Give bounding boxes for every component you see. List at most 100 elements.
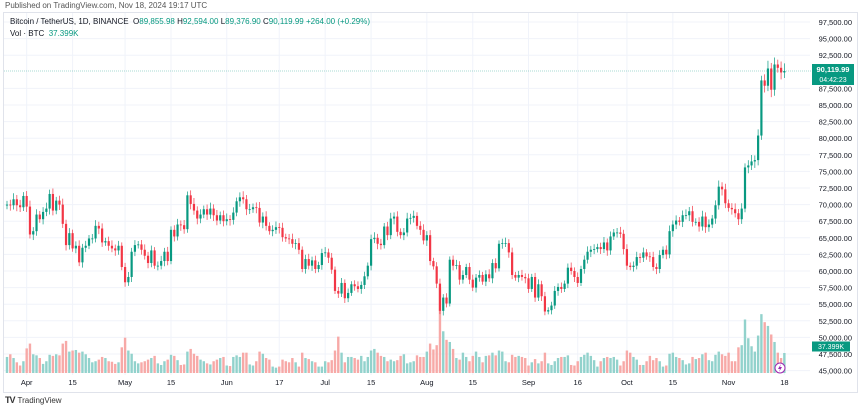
volume-bar <box>688 363 691 373</box>
brand-name: TradingView <box>17 395 62 405</box>
volume-bar <box>15 362 19 373</box>
volume-bar <box>520 356 524 373</box>
volume-bar <box>707 360 711 373</box>
volume-bar <box>9 354 12 373</box>
candle-body <box>255 207 258 209</box>
volume-bar <box>737 347 740 373</box>
candle-body <box>445 297 448 304</box>
volume-bar <box>711 361 714 373</box>
tradingview-logo-icon: TV <box>5 395 15 405</box>
volume-bar <box>45 361 48 373</box>
candle-body <box>307 259 310 266</box>
candle-body <box>353 284 356 287</box>
candle-body <box>511 252 514 275</box>
candle-body <box>225 219 228 222</box>
candle-body <box>189 195 192 204</box>
candle-body <box>186 195 189 230</box>
volume-bar <box>294 362 297 373</box>
volume-bar <box>533 359 537 373</box>
candle-body <box>638 257 642 258</box>
volume-bar <box>501 351 504 373</box>
candles <box>5 57 786 316</box>
chart-panel[interactable] <box>3 12 858 393</box>
volume-bar <box>271 366 274 373</box>
candle-body <box>363 276 366 285</box>
volume-bar <box>228 366 232 373</box>
volume-bar <box>356 359 360 373</box>
candle-body <box>343 282 346 299</box>
price-tick-label: 57,500.00 <box>819 284 852 293</box>
volume-bar <box>264 358 268 373</box>
candle-body <box>91 238 94 240</box>
price-tick-label: 55,000.00 <box>819 300 852 309</box>
volume-bar <box>274 367 278 373</box>
candle-body <box>694 221 697 223</box>
candle-body <box>317 265 320 270</box>
candle-body <box>481 274 484 282</box>
volume-bar <box>235 355 238 373</box>
volume-bar <box>491 352 494 373</box>
volume-bar <box>55 354 58 373</box>
candle-body <box>760 80 763 136</box>
price-tick-label: 52,500.00 <box>819 317 852 326</box>
volume-bar <box>674 356 678 373</box>
volume-bar <box>425 351 429 373</box>
volume-bar <box>202 361 205 373</box>
last-price: 90,119.99 <box>817 65 850 74</box>
candle-body <box>294 243 297 244</box>
volume-bar <box>196 355 199 373</box>
volume-bar <box>432 349 435 373</box>
volume-bar <box>638 364 642 373</box>
candle-body <box>442 297 445 311</box>
price-tick-label: 87,500.00 <box>819 84 852 93</box>
volume-bar <box>743 319 747 373</box>
time-tick-label: Jun <box>221 378 233 387</box>
volume-bar <box>143 361 146 373</box>
candle-body <box>192 203 196 211</box>
candle-body <box>652 257 655 268</box>
candle-body <box>12 199 15 206</box>
candle-body <box>563 283 566 289</box>
volume-bar <box>392 361 396 373</box>
ohlc-row: Bitcoin / TetherUS, 1D, BINANCE O89,855.… <box>10 17 371 26</box>
candle-body <box>622 233 625 250</box>
time-tick-label: 16 <box>574 378 582 387</box>
candle-body <box>678 220 681 222</box>
volume-bar <box>589 355 593 373</box>
volume-bar <box>12 358 15 373</box>
candle-body <box>209 208 212 215</box>
candle-body <box>615 232 619 234</box>
volume-bar <box>776 352 779 373</box>
candle-body <box>48 193 51 209</box>
candle-body <box>720 186 724 190</box>
volume-bar <box>278 366 281 373</box>
volume-bar <box>281 359 284 373</box>
volume-bar <box>107 361 110 373</box>
volume-bar <box>756 335 760 373</box>
volume-bar <box>212 361 215 373</box>
candle-body <box>488 274 491 279</box>
volume-bar <box>215 359 219 373</box>
volume-bar <box>665 365 668 373</box>
lightning-icon[interactable] <box>774 362 786 374</box>
candle-body <box>484 274 487 282</box>
volume-bar <box>753 351 757 373</box>
candle-body <box>530 276 533 289</box>
volume-bar <box>701 354 704 373</box>
symbol-title[interactable]: Bitcoin / TetherUS, 1D, BINANCE <box>10 17 129 26</box>
candle-body <box>730 207 733 210</box>
volume-bar <box>419 356 422 373</box>
candle-body <box>520 274 524 277</box>
volume-bar <box>284 361 287 373</box>
candle-body <box>383 226 386 246</box>
volume-bar <box>333 350 337 373</box>
candle-body <box>471 279 474 288</box>
volume-bar <box>625 350 629 373</box>
volume-bar <box>632 356 635 373</box>
candle-body <box>41 211 45 220</box>
last-price-label: 90,119.99 04:42:23 <box>812 64 854 85</box>
volume-bar <box>323 361 327 373</box>
candle-body <box>51 193 55 211</box>
candle-body <box>333 269 337 291</box>
